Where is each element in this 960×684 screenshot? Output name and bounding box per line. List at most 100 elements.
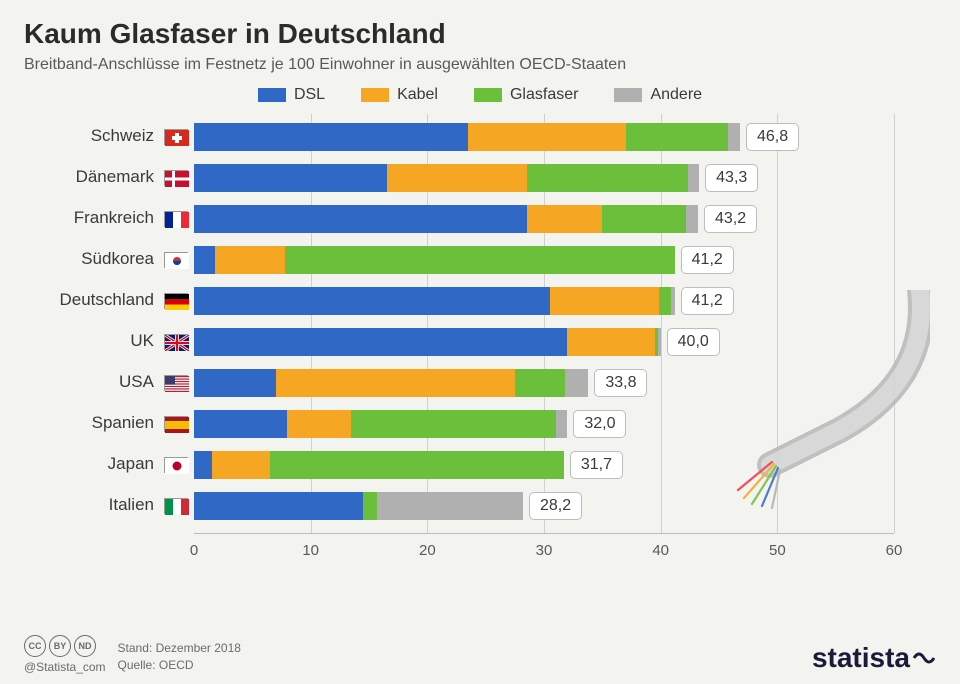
bar-segment <box>351 410 555 438</box>
bar-segment <box>194 410 287 438</box>
bar-segment <box>658 328 660 356</box>
stacked-bar <box>194 410 567 438</box>
footer-source: Quelle: OECD <box>118 657 241 674</box>
bar-segment <box>468 123 626 151</box>
bar-segment <box>363 492 377 520</box>
flag-icon <box>164 293 188 309</box>
value-badge: 43,2 <box>704 205 757 233</box>
value-badge: 40,0 <box>667 328 720 356</box>
country-label: Italien <box>4 495 154 515</box>
country-label: Deutschland <box>4 290 154 310</box>
legend-label: Glasfaser <box>510 86 578 104</box>
bar-row: Spanien32,0 <box>34 407 914 441</box>
infographic-container: Kaum Glasfaser in Deutschland Breitband-… <box>0 0 960 684</box>
bar-segment <box>194 287 550 315</box>
value-badge: 33,8 <box>594 369 647 397</box>
bar-row: Dänemark43,3 <box>34 161 914 195</box>
bar-segment <box>377 492 523 520</box>
bar-segment <box>602 205 686 233</box>
stacked-bar <box>194 328 661 356</box>
bar-segment <box>659 287 671 315</box>
bar-row: UK40,0 <box>34 325 914 359</box>
country-label: Spanien <box>4 413 154 433</box>
legend-label: Kabel <box>397 86 438 104</box>
stacked-bar <box>194 451 564 479</box>
country-label: USA <box>4 372 154 392</box>
country-label: Schweiz <box>4 126 154 146</box>
bar-segment <box>194 369 276 397</box>
cc-icon: CC <box>24 635 46 657</box>
bar-segment <box>567 328 655 356</box>
flag-icon <box>164 170 188 186</box>
stacked-bar <box>194 369 588 397</box>
legend-item: Andere <box>614 86 702 104</box>
bar-segment <box>215 246 285 274</box>
stacked-bar <box>194 164 699 192</box>
bar-segment <box>626 123 729 151</box>
x-tick-label: 30 <box>536 542 553 559</box>
bar-segment <box>565 369 588 397</box>
country-label: Südkorea <box>4 249 154 269</box>
legend-swatch <box>361 88 389 102</box>
bar-segment <box>527 205 603 233</box>
stacked-bar <box>194 287 675 315</box>
legend-swatch <box>614 88 642 102</box>
bar-segment <box>285 246 675 274</box>
bar-row: Frankreich43,2 <box>34 202 914 236</box>
stacked-bar <box>194 492 523 520</box>
bar-segment <box>686 205 698 233</box>
country-label: Dänemark <box>4 167 154 187</box>
chart-title: Kaum Glasfaser in Deutschland <box>24 18 936 50</box>
flag-icon <box>164 252 188 268</box>
flag-icon <box>164 416 188 432</box>
bar-row: USA33,8 <box>34 366 914 400</box>
bar-segment <box>194 205 527 233</box>
bar-segment <box>194 492 363 520</box>
bar-segment <box>194 164 387 192</box>
bar-segment <box>270 451 564 479</box>
bar-segment <box>276 369 515 397</box>
value-badge: 32,0 <box>573 410 626 438</box>
flag-icon <box>164 498 188 514</box>
x-tick-label: 60 <box>886 542 903 559</box>
flag-icon <box>164 334 188 350</box>
legend-swatch <box>258 88 286 102</box>
bar-row: Japan31,7 <box>34 448 914 482</box>
legend: DSL Kabel Glasfaser Andere <box>24 86 936 104</box>
flag-icon <box>164 457 188 473</box>
bar-row: Schweiz46,8 <box>34 120 914 154</box>
stacked-bar <box>194 246 675 274</box>
country-label: Japan <box>4 454 154 474</box>
chart-subtitle: Breitband-Anschlüsse im Festnetz je 100 … <box>24 56 936 74</box>
bar-segment <box>688 164 700 192</box>
stacked-bar <box>194 123 740 151</box>
bar-segment <box>387 164 527 192</box>
bar-segment <box>212 451 270 479</box>
value-badge: 28,2 <box>529 492 582 520</box>
bar-segment <box>194 123 468 151</box>
legend-item: Glasfaser <box>474 86 578 104</box>
country-label: UK <box>4 331 154 351</box>
flag-icon <box>164 211 188 227</box>
x-tick-label: 50 <box>769 542 786 559</box>
statista-handle: @Statista_com <box>24 660 106 674</box>
bar-segment <box>194 246 215 274</box>
bar-segment <box>515 369 565 397</box>
value-badge: 31,7 <box>570 451 623 479</box>
bar-segment <box>556 410 568 438</box>
legend-item: Kabel <box>361 86 438 104</box>
value-badge: 43,3 <box>705 164 758 192</box>
footer-stand: Stand: Dezember 2018 <box>118 640 241 657</box>
footer: CC BY ND @Statista_com Stand: Dezember 2… <box>24 635 936 674</box>
bar-segment <box>728 123 740 151</box>
legend-label: Andere <box>650 86 702 104</box>
x-tick-label: 20 <box>419 542 436 559</box>
bar-row: Deutschland41,2 <box>34 284 914 318</box>
flag-icon <box>164 375 188 391</box>
bar-segment <box>194 451 212 479</box>
x-tick-label: 0 <box>190 542 198 559</box>
legend-item: DSL <box>258 86 325 104</box>
cc-license-icons: CC BY ND <box>24 635 106 657</box>
stacked-bar <box>194 205 698 233</box>
flag-icon <box>164 129 188 145</box>
